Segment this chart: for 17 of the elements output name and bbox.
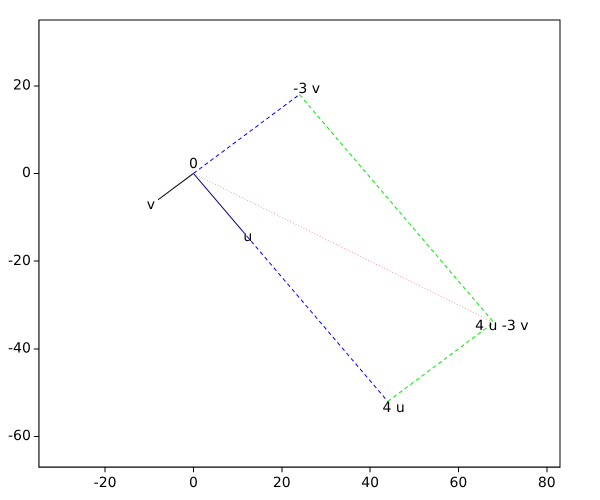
x-tick-label: -20 — [94, 475, 117, 492]
x-tick-label: 40 — [361, 475, 380, 492]
y-tick-label: 0 — [22, 165, 31, 182]
annotation: v — [146, 196, 156, 213]
y-tick-label: -40 — [8, 340, 31, 356]
annotation: -3 v — [293, 80, 320, 97]
annotation: 0 — [188, 156, 198, 172]
x-tick-label: 80 — [538, 475, 556, 492]
x-tick-label: 60 — [450, 475, 468, 492]
annotation: 4 u -3 v — [475, 318, 529, 334]
y-tick-label: 20 — [13, 77, 31, 94]
y-tick-label: -20 — [8, 252, 31, 269]
y-tick-label: -60 — [8, 428, 31, 444]
annotation: u — [243, 228, 252, 245]
x-tick-label: 20 — [272, 475, 291, 492]
annotation: 4 u — [382, 400, 405, 416]
x-tick-label: 0 — [188, 475, 198, 492]
